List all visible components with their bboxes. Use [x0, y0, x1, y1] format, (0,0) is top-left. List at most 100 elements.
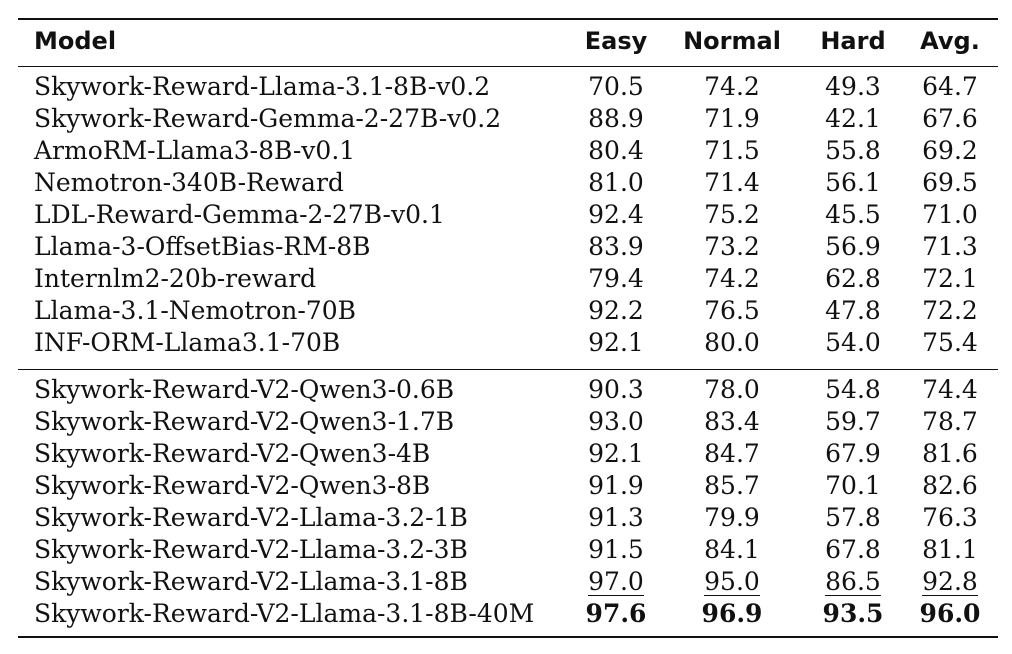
avg-score: 64.7	[922, 72, 978, 101]
header-model: Model	[34, 27, 117, 55]
table-row-second-best: Skywork-Reward-V2-Llama-3.1-8B 97.0 95.0…	[18, 566, 998, 598]
table-row: Skywork-Reward-V2-Qwen3-1.7B 93.0 83.4 5…	[18, 406, 998, 438]
easy-score-value: 97.0	[588, 567, 644, 596]
table-row: Llama-3-OffsetBias-RM-8B 83.9 73.2 56.9 …	[18, 231, 998, 263]
hard-score-bold: 93.5	[822, 599, 884, 628]
normal-score: 78.0	[704, 375, 760, 404]
hard-score: 49.3	[825, 72, 881, 101]
avg-score: 71.3	[922, 232, 978, 261]
avg-score: 69.2	[922, 136, 978, 165]
normal-score: 75.2	[704, 200, 760, 229]
normal-score: 71.5	[704, 136, 760, 165]
hard-score: 62.8	[825, 264, 881, 293]
avg-score: 81.1	[922, 535, 978, 564]
model-name: Skywork-Reward-V2-Llama-3.2-3B	[34, 535, 468, 564]
avg-score: 71.0	[922, 200, 978, 229]
normal-score: 84.1	[704, 535, 760, 564]
table-row: LDL-Reward-Gemma-2-27B-v0.1 92.4 75.2 45…	[18, 199, 998, 231]
header-row: Model Easy Normal Hard Avg.	[18, 25, 998, 57]
easy-score-underlined: 97.0	[584, 566, 648, 598]
normal-score: 79.9	[704, 503, 760, 532]
table-row: Skywork-Reward-V2-Qwen3-4B 92.1 84.7 67.…	[18, 438, 998, 470]
table-row: Skywork-Reward-Gemma-2-27B-v0.2 88.9 71.…	[18, 103, 998, 135]
table-row: INF-ORM-Llama3.1-70B 92.1 80.0 54.0 75.4	[18, 327, 998, 359]
avg-score-underlined: 92.8	[918, 566, 982, 598]
model-name: Skywork-Reward-V2-Llama-3.2-1B	[34, 503, 468, 532]
hard-score: 45.5	[825, 200, 881, 229]
easy-score-bold: 97.6	[585, 599, 647, 628]
table-row: Skywork-Reward-V2-Llama-3.2-3B 91.5 84.1…	[18, 534, 998, 566]
easy-score: 90.3	[588, 375, 644, 404]
table-row: Llama-3.1-Nemotron-70B 92.2 76.5 47.8 72…	[18, 295, 998, 327]
avg-score: 74.4	[922, 375, 978, 404]
model-name: Llama-3.1-Nemotron-70B	[34, 296, 356, 325]
hard-score: 56.9	[825, 232, 881, 261]
table-row: Skywork-Reward-V2-Llama-3.2-1B 91.3 79.9…	[18, 502, 998, 534]
model-name: Skywork-Reward-V2-Qwen3-1.7B	[34, 407, 455, 436]
header-rule	[18, 66, 998, 67]
avg-score: 72.1	[922, 264, 978, 293]
hard-score: 59.7	[825, 407, 881, 436]
group-divider-rule	[18, 369, 998, 370]
easy-score: 81.0	[588, 168, 644, 197]
hard-score: 70.1	[825, 471, 881, 500]
model-name: ArmoRM-Llama3-8B-v0.1	[34, 136, 356, 165]
hard-score: 42.1	[825, 104, 881, 133]
hard-score: 47.8	[825, 296, 881, 325]
hard-score: 55.8	[825, 136, 881, 165]
avg-score: 67.6	[922, 104, 978, 133]
easy-score: 92.4	[588, 200, 644, 229]
bottom-rule	[18, 636, 998, 638]
hard-score: 56.1	[825, 168, 881, 197]
hard-score-underlined: 86.5	[818, 566, 888, 598]
normal-score: 74.2	[704, 72, 760, 101]
avg-score-value: 92.8	[922, 567, 978, 596]
model-name: Skywork-Reward-V2-Llama-3.1-8B	[34, 567, 468, 596]
hard-score: 54.8	[825, 375, 881, 404]
table-row: Nemotron-340B-Reward 81.0 71.4 56.1 69.5	[18, 167, 998, 199]
normal-score: 80.0	[704, 328, 760, 357]
model-name: Internlm2-20b-reward	[34, 264, 317, 293]
model-name: LDL-Reward-Gemma-2-27B-v0.1	[34, 200, 445, 229]
easy-score: 88.9	[588, 104, 644, 133]
model-name: Skywork-Reward-V2-Qwen3-8B	[34, 471, 431, 500]
normal-score: 73.2	[704, 232, 760, 261]
header-easy: Easy	[584, 27, 648, 55]
easy-score: 92.2	[588, 296, 644, 325]
normal-score: 83.4	[704, 407, 760, 436]
avg-score: 78.7	[922, 407, 978, 436]
table-row: Skywork-Reward-Llama-3.1-8B-v0.2 70.5 74…	[18, 71, 998, 103]
hard-score: 57.8	[825, 503, 881, 532]
model-name: INF-ORM-Llama3.1-70B	[34, 328, 341, 357]
hard-score: 67.8	[825, 535, 881, 564]
model-name: Nemotron-340B-Reward	[34, 168, 344, 197]
header-avg: Avg.	[920, 27, 980, 55]
table-row: ArmoRM-Llama3-8B-v0.1 80.4 71.5 55.8 69.…	[18, 135, 998, 167]
normal-score: 74.2	[704, 264, 760, 293]
avg-score: 69.5	[922, 168, 978, 197]
table-row: Skywork-Reward-V2-Qwen3-0.6B 90.3 78.0 5…	[18, 374, 998, 406]
normal-score-bold: 96.9	[701, 599, 763, 628]
top-rule	[18, 18, 998, 20]
header-hard: Hard	[820, 27, 886, 55]
model-name: Skywork-Reward-V2-Qwen3-4B	[34, 439, 431, 468]
easy-score: 91.3	[588, 503, 644, 532]
normal-score-value: 95.0	[704, 567, 760, 596]
avg-score-bold: 96.0	[919, 599, 981, 628]
easy-score: 91.5	[588, 535, 644, 564]
avg-score: 81.6	[922, 439, 978, 468]
model-name: Skywork-Reward-V2-Qwen3-0.6B	[34, 375, 455, 404]
easy-score: 79.4	[588, 264, 644, 293]
model-name: Llama-3-OffsetBias-RM-8B	[34, 232, 371, 261]
normal-score: 71.4	[704, 168, 760, 197]
easy-score: 83.9	[588, 232, 644, 261]
normal-score: 71.9	[704, 104, 760, 133]
easy-score: 80.4	[588, 136, 644, 165]
easy-score: 92.1	[588, 328, 644, 357]
model-name: Skywork-Reward-Gemma-2-27B-v0.2	[34, 104, 502, 133]
table-row: Skywork-Reward-V2-Qwen3-8B 91.9 85.7 70.…	[18, 470, 998, 502]
avg-score: 82.6	[922, 471, 978, 500]
model-name: Skywork-Reward-V2-Llama-3.1-8B-40M	[34, 599, 535, 628]
normal-score-underlined: 95.0	[682, 566, 782, 598]
